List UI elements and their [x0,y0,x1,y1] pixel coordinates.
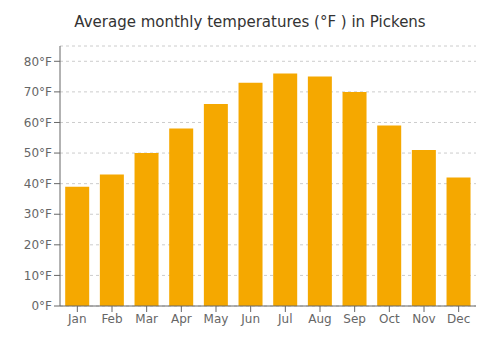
svg-text:Feb: Feb [101,312,122,326]
svg-text:Jun: Jun [240,312,260,326]
svg-text:May: May [204,312,229,326]
svg-text:Jan: Jan [67,312,87,326]
html-text:Average monthly temperatures (: Average monthly temperatures (°F ) in Pi… [74,13,426,31]
svg-text:70°F: 70°F [24,85,52,99]
svg-text:30°F: 30°F [24,207,52,221]
svg-text:50°F: 50°F [24,146,52,160]
svg-text:0°F: 0°F [31,299,52,313]
svg-text:60°F: 60°F [24,116,52,130]
svg-text:Sep: Sep [343,312,366,326]
svg-text:Oct: Oct [379,312,400,326]
svg-text:10°F: 10°F [24,269,52,283]
svg-text:20°F: 20°F [24,238,52,252]
svg-text:Mar: Mar [135,312,158,326]
svg-text:80°F: 80°F [24,55,52,69]
svg-text:Apr: Apr [171,312,192,326]
svg-text:Jul: Jul [277,312,292,326]
svg-text:Dec: Dec [447,312,470,326]
svg-text:40°F: 40°F [24,177,52,191]
svg-text:Aug: Aug [308,312,331,326]
svg-text:Nov: Nov [412,312,435,326]
